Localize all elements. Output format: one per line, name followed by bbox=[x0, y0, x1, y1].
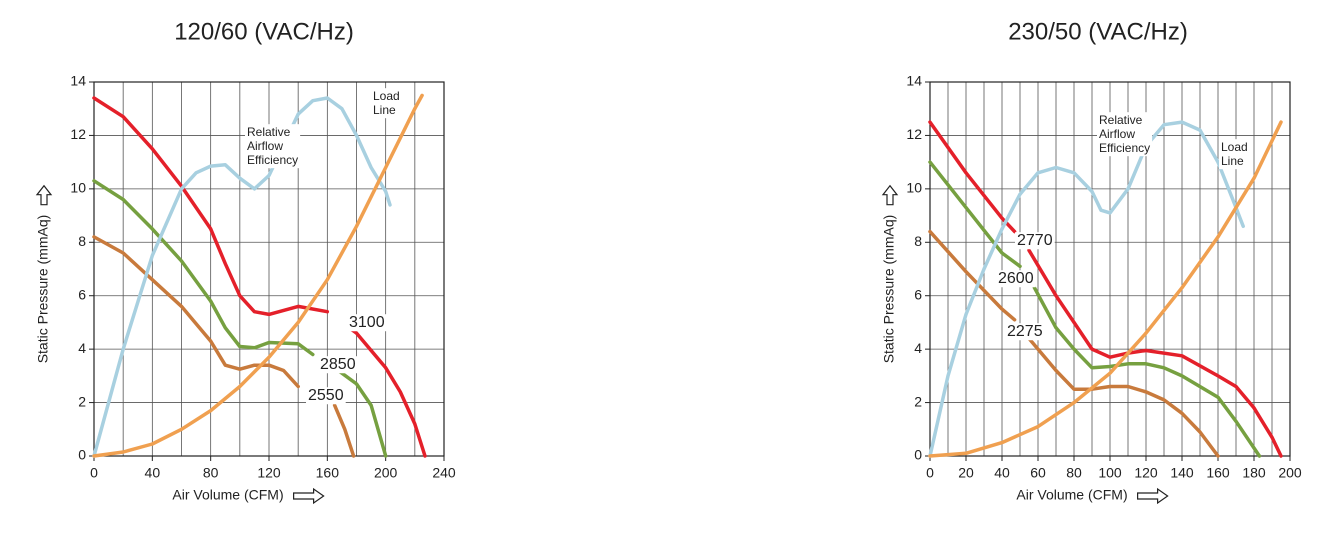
series-line bbox=[92, 96, 427, 458]
series-line bbox=[92, 93, 424, 458]
label-bg bbox=[1005, 323, 1045, 341]
series-line bbox=[928, 229, 1220, 458]
series-line bbox=[928, 120, 1283, 458]
series-line bbox=[928, 120, 1245, 458]
x-axis-label: Air Volume (CFM) bbox=[1016, 487, 1127, 503]
y-tick-label: 6 bbox=[914, 286, 922, 302]
y-tick-label: 10 bbox=[906, 180, 922, 196]
x-tick-label: 100 bbox=[1098, 465, 1122, 481]
label-bg bbox=[245, 124, 301, 169]
series-label: 2770 bbox=[1017, 232, 1053, 249]
x-tick-label: 140 bbox=[1170, 465, 1194, 481]
series-label: 2850 bbox=[320, 356, 356, 373]
y-tick-label: 12 bbox=[906, 126, 922, 142]
x-tick-label: 60 bbox=[1030, 465, 1046, 481]
y-tick-label: 6 bbox=[78, 286, 86, 302]
x-tick-label: 120 bbox=[257, 465, 281, 481]
label-bg bbox=[1015, 232, 1055, 250]
series-label: 2275 bbox=[1007, 323, 1043, 340]
y-tick-label: 2 bbox=[914, 393, 922, 409]
x-tick-label: 40 bbox=[145, 465, 161, 481]
y-tick-label: 4 bbox=[78, 340, 86, 356]
x-tick-label: 240 bbox=[432, 465, 456, 481]
y-tick-label: 0 bbox=[914, 447, 922, 463]
x-tick-label: 200 bbox=[1278, 465, 1302, 481]
x-axis-arrow bbox=[293, 487, 325, 505]
label-bg bbox=[347, 314, 387, 332]
series-label: Relative Airflow Efficiency bbox=[247, 125, 298, 167]
y-tick-label: 8 bbox=[78, 233, 86, 249]
series-label: 2550 bbox=[308, 387, 344, 404]
series-line bbox=[92, 96, 392, 458]
series-label: Load Line bbox=[1221, 140, 1251, 168]
y-axis-arrow bbox=[35, 184, 53, 206]
x-tick-label: 40 bbox=[994, 465, 1010, 481]
x-tick-label: 120 bbox=[1134, 465, 1158, 481]
x-tick-label: 200 bbox=[374, 465, 398, 481]
series-label: Load Line bbox=[373, 89, 403, 117]
y-tick-label: 10 bbox=[70, 180, 86, 196]
y-tick-label: 4 bbox=[914, 340, 922, 356]
series-line bbox=[928, 160, 1262, 458]
y-tick-label: 14 bbox=[906, 73, 922, 89]
label-bg bbox=[318, 356, 358, 374]
x-tick-label: 160 bbox=[1206, 465, 1230, 481]
x-tick-label: 0 bbox=[90, 465, 98, 481]
label-bg bbox=[306, 387, 346, 405]
x-tick-label: 80 bbox=[203, 465, 219, 481]
label-bg bbox=[996, 270, 1036, 288]
series-label: 3100 bbox=[349, 314, 385, 331]
x-axis-arrow bbox=[1137, 487, 1169, 505]
y-axis-label: Static Pressure (mmAq) bbox=[35, 215, 51, 364]
series-line bbox=[928, 120, 1283, 458]
x-tick-label: 180 bbox=[1242, 465, 1266, 481]
y-axis-arrow bbox=[881, 184, 899, 206]
x-tick-label: 160 bbox=[316, 465, 340, 481]
x-tick-label: 0 bbox=[926, 465, 934, 481]
y-tick-label: 8 bbox=[914, 233, 922, 249]
chart-title: 230/50 (VAC/Hz) bbox=[1008, 18, 1188, 45]
chart-title: 120/60 (VAC/Hz) bbox=[174, 18, 354, 45]
y-tick-label: 14 bbox=[70, 73, 86, 89]
x-tick-label: 20 bbox=[958, 465, 974, 481]
label-bg bbox=[1219, 139, 1254, 170]
y-tick-label: 12 bbox=[70, 126, 86, 142]
x-tick-label: 80 bbox=[1066, 465, 1082, 481]
x-axis-label: Air Volume (CFM) bbox=[172, 487, 283, 503]
series-label: Relative Airflow Efficiency bbox=[1099, 113, 1150, 155]
y-tick-label: 2 bbox=[78, 393, 86, 409]
label-bg bbox=[1097, 112, 1153, 157]
series-line bbox=[92, 235, 356, 458]
y-tick-label: 0 bbox=[78, 447, 86, 463]
label-bg bbox=[371, 88, 406, 119]
series-label: 2600 bbox=[998, 270, 1034, 287]
y-axis-label: Static Pressure (mmAq) bbox=[881, 215, 897, 364]
